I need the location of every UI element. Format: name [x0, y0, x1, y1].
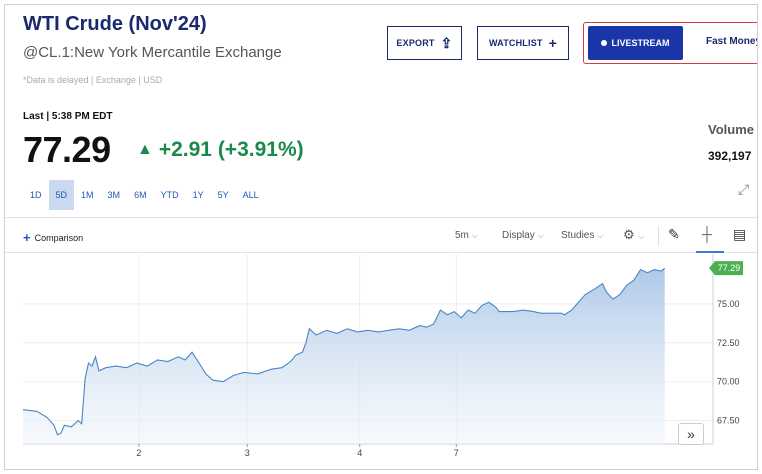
plus-icon: +: [548, 35, 557, 51]
watchlist-button[interactable]: WATCHLIST +: [477, 26, 569, 60]
tab-range-6m[interactable]: 6M: [134, 190, 147, 200]
tab-range-ytd[interactable]: YTD: [160, 190, 179, 200]
live-panel: LIVESTREAM Fast Money: [583, 22, 758, 64]
tab-range-1m[interactable]: 1M: [81, 190, 94, 200]
chevron-down-icon: ⌵: [471, 231, 478, 240]
toolbar-divider: [658, 226, 659, 246]
comparison-button[interactable]: + Comparison: [23, 231, 83, 244]
chart-toolbar: + Comparison 5m ⌵ Display ⌵ Studies ⌵ ⚙ …: [5, 217, 757, 253]
live-dot-icon: [601, 40, 608, 46]
expand-icon[interactable]: ⤢: [738, 181, 750, 197]
gear-icon: ⚙: [623, 227, 635, 242]
crosshair-active-indicator: [696, 251, 724, 253]
tab-range-1d[interactable]: 1D: [30, 190, 42, 200]
last-price: 77.29: [23, 129, 111, 170]
studies-dropdown[interactable]: Studies ⌵: [561, 230, 603, 241]
share-icon: ⇪: [440, 35, 453, 51]
fast-money-link[interactable]: Fast Money: [706, 36, 758, 47]
x-tick-label: 7: [454, 448, 459, 457]
price-area: [23, 268, 665, 444]
last-price-tag-label: 77.29: [718, 263, 741, 273]
volume-value: 392,197: [708, 149, 752, 163]
chevron-down-icon: ⌵: [537, 231, 544, 240]
delay-note: *Data is delayed | Exchange | USD: [23, 75, 163, 85]
last-price-tag: [709, 261, 743, 276]
up-arrow-icon: ▲: [137, 141, 153, 158]
x-tick-label: 2: [136, 448, 141, 457]
price-change: ▲ +2.91 (+3.91%): [137, 138, 304, 162]
settings-dropdown[interactable]: ⚙ ⌵: [623, 227, 644, 243]
crosshair-icon[interactable]: ┼: [702, 226, 712, 242]
volume-label: Volume: [708, 122, 754, 137]
watchlist-label: WATCHLIST: [488, 38, 543, 48]
tab-range-1y[interactable]: 1Y: [192, 190, 204, 200]
studies-label: Studies: [561, 230, 595, 241]
tab-range-5d[interactable]: 5D: [48, 180, 75, 210]
page-title: WTI Crude (Nov'24): [23, 13, 207, 35]
tab-range-5y[interactable]: 5Y: [217, 190, 229, 200]
y-tick-label: 72.50: [717, 338, 740, 348]
time-range-tabs: 1D 5D 1M 3M 6M YTD 1Y 5Y ALL: [23, 180, 266, 210]
plus-icon: +: [23, 230, 31, 245]
chevron-down-icon: ⌵: [597, 231, 604, 240]
interval-dropdown[interactable]: 5m ⌵: [455, 230, 478, 241]
quote-panel: WTI Crude (Nov'24) @CL.1:New York Mercan…: [4, 4, 758, 470]
export-button[interactable]: EXPORT ⇪: [387, 26, 462, 60]
tab-range-3m[interactable]: 3M: [107, 190, 121, 200]
display-dropdown[interactable]: Display ⌵: [502, 230, 544, 241]
livestream-label: LIVESTREAM: [611, 38, 670, 48]
y-tick-label: 67.50: [717, 416, 740, 426]
x-tick-label: 4: [357, 448, 362, 457]
change-value: +2.91 (+3.91%): [158, 138, 304, 161]
draw-pencil-icon[interactable]: ✎: [668, 226, 680, 242]
chart-svg: 75.00 72.50 70.00 67.50 2 3 4 7 77.29: [23, 254, 743, 457]
price-line: [23, 267, 666, 436]
export-label: EXPORT: [396, 38, 435, 48]
interval-label: 5m: [455, 230, 469, 241]
last-trade-time: Last | 5:38 PM EDT: [23, 111, 113, 122]
comparison-label: Comparison: [34, 232, 84, 243]
x-tick-label: 3: [245, 448, 250, 457]
y-tick-label: 75.00: [717, 299, 740, 309]
exchange-subtitle: @CL.1:New York Mercantile Exchange: [23, 44, 282, 61]
y-tick-label: 70.00: [717, 377, 740, 387]
tab-range-all[interactable]: ALL: [242, 190, 259, 200]
display-label: Display: [502, 230, 535, 241]
price-chart[interactable]: 75.00 72.50 70.00 67.50 2 3 4 7 77.29: [23, 254, 757, 457]
chevron-down-icon: ⌵: [638, 232, 645, 241]
scroll-right-button[interactable]: »: [678, 423, 704, 445]
livestream-button[interactable]: LIVESTREAM: [588, 26, 683, 60]
comment-icon[interactable]: ▤: [733, 226, 747, 242]
